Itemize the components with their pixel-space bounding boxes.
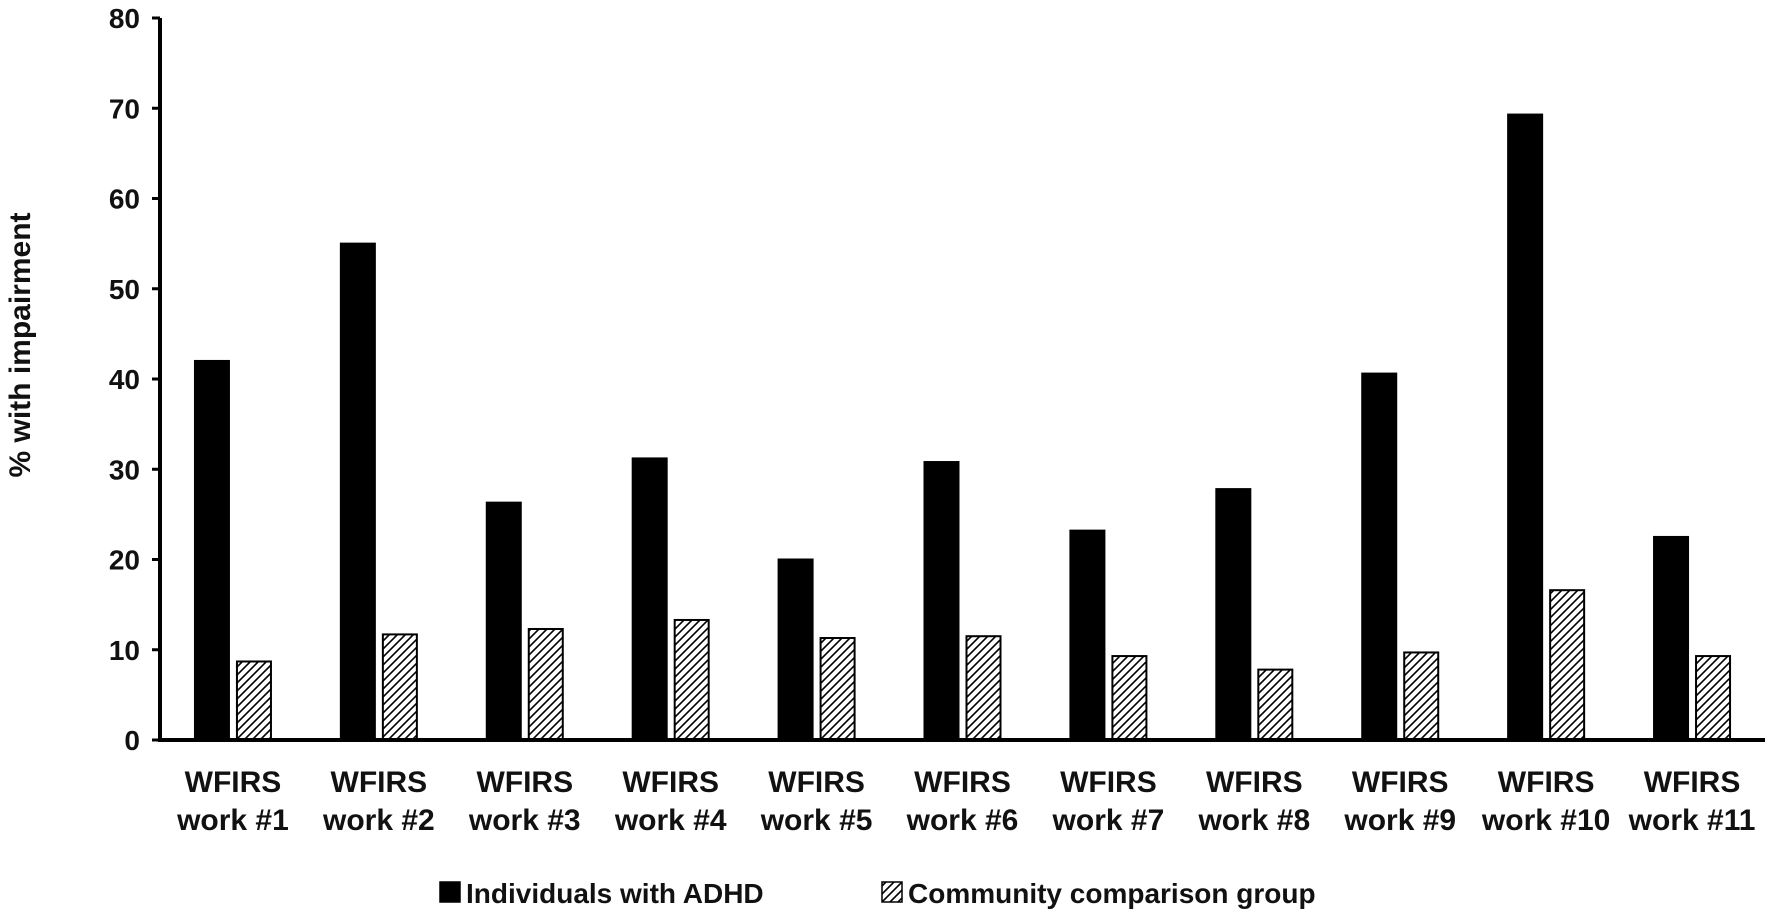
bar-community xyxy=(1695,655,1732,742)
bar-community xyxy=(819,637,856,742)
x-tick-label-line: work #1 xyxy=(176,804,289,837)
x-tick-label-line: WFIRS xyxy=(914,766,1011,799)
bar-community xyxy=(965,635,1002,742)
bar-community xyxy=(1111,655,1148,742)
y-tick-label: 30 xyxy=(109,454,140,485)
x-tick-label-line: WFIRS xyxy=(476,766,573,799)
x-tick-label: WFIRS work #2 xyxy=(322,766,435,837)
y-tick-label: 80 xyxy=(109,3,140,34)
y-tick-label: 60 xyxy=(109,184,140,215)
x-tick-label: WFIRS work #10 xyxy=(1481,766,1610,837)
x-tick-label-line: WFIRS xyxy=(331,766,428,799)
legend-label: Individuals with ADHD xyxy=(466,878,764,909)
x-tick-label: WFIRS work #5 xyxy=(760,766,873,837)
x-tick-label-line: WFIRS xyxy=(1498,766,1595,799)
x-tick-label: WFIRS work #8 xyxy=(1197,766,1310,837)
x-tick-label: WFIRS work #4 xyxy=(614,766,727,837)
x-tick-label-line: WFIRS xyxy=(1644,766,1741,799)
bar-adhd xyxy=(1507,113,1544,741)
legend-swatch xyxy=(881,881,903,903)
bar-adhd xyxy=(1361,372,1398,741)
bar-adhd xyxy=(1215,488,1252,742)
bar-community xyxy=(527,627,564,741)
bar-adhd xyxy=(339,242,376,741)
x-tick-label-line: work #6 xyxy=(906,804,1019,837)
y-tick-label: 10 xyxy=(109,635,140,666)
y-axis-label: % with impairment xyxy=(4,212,37,477)
bar-adhd xyxy=(1653,535,1690,741)
x-tick-label: WFIRS work #11 xyxy=(1628,766,1756,837)
bar-adhd xyxy=(631,457,668,741)
x-tick-label-line: WFIRS xyxy=(185,766,282,799)
x-tick-label: WFIRS work #3 xyxy=(468,766,581,837)
bar-adhd xyxy=(777,558,814,741)
bar-community xyxy=(1257,668,1294,741)
bar-community xyxy=(1549,589,1586,741)
x-tick-label-line: work #8 xyxy=(1197,804,1310,837)
x-tick-label: WFIRS work #1 xyxy=(176,766,289,837)
x-tick-label-line: work #7 xyxy=(1052,804,1165,837)
legend-label: Community comparison group xyxy=(908,878,1316,909)
x-tick-label-line: work #9 xyxy=(1343,804,1456,837)
x-tick-label-line: WFIRS xyxy=(768,766,865,799)
x-tick-label-line: WFIRS xyxy=(1206,766,1303,799)
x-tick-label-line: WFIRS xyxy=(1352,766,1449,799)
y-axis-ticks: 0 10 20 30 40 50 60 70 80 xyxy=(109,3,160,756)
bar-adhd xyxy=(923,461,960,741)
bar-community xyxy=(235,660,272,741)
x-tick-label-line: work #11 xyxy=(1628,804,1756,837)
y-tick-label: 40 xyxy=(109,364,140,395)
x-tick-label-line: WFIRS xyxy=(1060,766,1157,799)
bar-adhd xyxy=(485,501,522,741)
x-tick-label-line: work #3 xyxy=(468,804,581,837)
bar-community xyxy=(381,633,418,741)
bar-community xyxy=(673,618,710,742)
bars xyxy=(193,113,1732,742)
x-tick-label-line: work #5 xyxy=(760,804,873,837)
y-tick-label: 70 xyxy=(109,93,140,124)
y-tick-label: 50 xyxy=(109,274,140,305)
x-tick-label: WFIRS work #7 xyxy=(1052,766,1165,837)
y-tick-label: 20 xyxy=(109,545,140,576)
x-tick-label: WFIRS work #6 xyxy=(906,766,1019,837)
x-tick-label-line: work #4 xyxy=(614,804,727,837)
y-tick-label: 0 xyxy=(124,725,140,756)
x-tick-label-line: work #10 xyxy=(1481,804,1610,837)
legend: Individuals with ADHD Community compariso… xyxy=(439,878,1316,909)
x-tick-label: WFIRS work #9 xyxy=(1343,766,1456,837)
bar-adhd xyxy=(1069,529,1106,741)
x-tick-label-line: work #2 xyxy=(322,804,435,837)
bar-adhd xyxy=(193,359,230,741)
legend-swatch xyxy=(439,881,461,903)
axes xyxy=(158,18,1765,742)
x-tick-label-line: WFIRS xyxy=(622,766,719,799)
bar-community xyxy=(1403,651,1440,742)
